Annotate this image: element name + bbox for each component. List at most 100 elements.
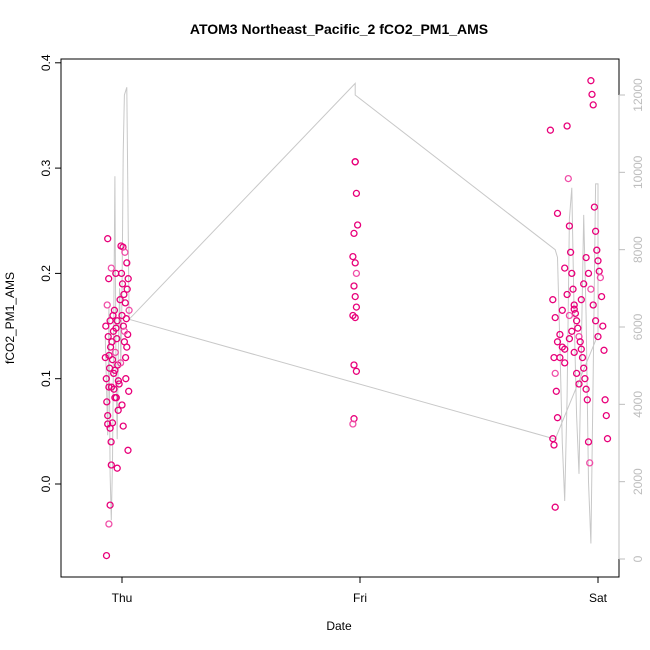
data-point — [104, 332, 112, 341]
data-point — [125, 306, 133, 314]
data-point — [602, 411, 610, 420]
data-point — [352, 303, 361, 311]
data-point — [106, 501, 114, 509]
data-point — [112, 324, 120, 332]
data-point — [101, 353, 109, 362]
data-point — [564, 174, 572, 183]
data-point — [102, 322, 110, 330]
data-point — [570, 348, 578, 357]
data-point — [104, 235, 112, 243]
y2-tick-label: 12000 — [631, 78, 645, 112]
x-tick-label: Sat — [589, 591, 608, 605]
data-point — [603, 435, 612, 443]
data-point — [349, 420, 357, 428]
data-point — [563, 122, 571, 130]
y2-tick-label: 6000 — [631, 313, 645, 340]
data-point — [590, 203, 599, 211]
data-point — [123, 259, 131, 267]
data-point — [584, 269, 593, 278]
data-point — [352, 189, 361, 198]
data-point — [102, 375, 110, 383]
data-point — [582, 385, 590, 393]
data-point — [551, 369, 559, 378]
data-point — [352, 269, 361, 278]
y2-tick-label: 10000 — [631, 155, 645, 189]
data-point — [580, 280, 588, 288]
data-point — [102, 551, 111, 560]
data-point — [113, 317, 121, 325]
data-point — [119, 322, 128, 330]
data-point — [114, 377, 123, 385]
x-tick-label: Thu — [112, 591, 133, 605]
y-tick-label: 0.3 — [39, 159, 53, 176]
data-point — [111, 394, 119, 402]
chart-title: ATOM3 Northeast_Pacific_2 fCO2_PM1_AMS — [190, 21, 488, 37]
data-point — [572, 317, 581, 325]
data-point — [114, 406, 122, 414]
data-point — [576, 338, 584, 346]
data-point — [124, 275, 132, 283]
data-point — [556, 353, 564, 362]
data-point — [551, 313, 559, 322]
data-point — [578, 353, 587, 362]
data-point — [350, 361, 358, 369]
data-point — [353, 221, 362, 229]
data-point — [122, 375, 130, 383]
data-point — [596, 273, 605, 282]
data-point — [600, 346, 608, 354]
data-point — [594, 332, 602, 341]
x-axis: Thu Fri Sat — [112, 576, 608, 605]
data-point — [587, 285, 595, 293]
data-point — [116, 296, 124, 304]
data-point — [352, 367, 361, 375]
data-point — [118, 280, 127, 288]
data-point — [550, 441, 558, 449]
data-point — [594, 257, 602, 265]
data-point — [351, 313, 359, 322]
data-point — [110, 369, 118, 378]
data-point — [106, 317, 114, 325]
y-tick-label: 0.0 — [39, 475, 53, 492]
data-point — [120, 327, 129, 335]
data-point — [107, 264, 115, 272]
data-point — [561, 345, 569, 353]
data-point — [121, 353, 130, 362]
x-tick-label: Fri — [353, 591, 367, 605]
y-axis-label: fCO2_PM1_AMS — [3, 272, 17, 364]
data-point — [581, 375, 589, 383]
y-axis: 0.0 0.1 0.2 0.3 0.4 — [39, 54, 62, 492]
data-point — [577, 296, 585, 304]
data-point — [108, 356, 117, 364]
data-point — [561, 264, 569, 272]
data-point — [589, 301, 597, 309]
data-point — [565, 335, 574, 343]
data-point — [113, 335, 121, 343]
data-point — [568, 269, 576, 278]
data-point — [571, 309, 580, 318]
data-point — [584, 438, 593, 446]
data-point — [601, 396, 609, 404]
data-point — [591, 227, 600, 235]
data-point — [351, 292, 359, 301]
x-axis-label: Date — [326, 619, 352, 633]
data-point — [546, 126, 555, 134]
data-point — [582, 253, 590, 262]
y2-tick-label: 0 — [631, 555, 645, 562]
data-point — [553, 338, 562, 346]
data-point — [103, 398, 111, 406]
data-point — [563, 290, 571, 299]
secondary-y-axis: 0 2000 4000 6000 8000 10000 12000 — [618, 78, 645, 562]
data-point — [558, 306, 566, 314]
data-point — [103, 301, 111, 309]
data-point — [124, 446, 132, 454]
data-point — [569, 285, 577, 293]
data-point — [568, 327, 576, 335]
data-point — [553, 414, 562, 422]
data-point — [570, 305, 578, 313]
data-point — [556, 330, 564, 339]
data-point — [108, 419, 117, 427]
data-point — [349, 252, 357, 261]
data-point — [104, 411, 112, 420]
data-point — [553, 209, 562, 218]
